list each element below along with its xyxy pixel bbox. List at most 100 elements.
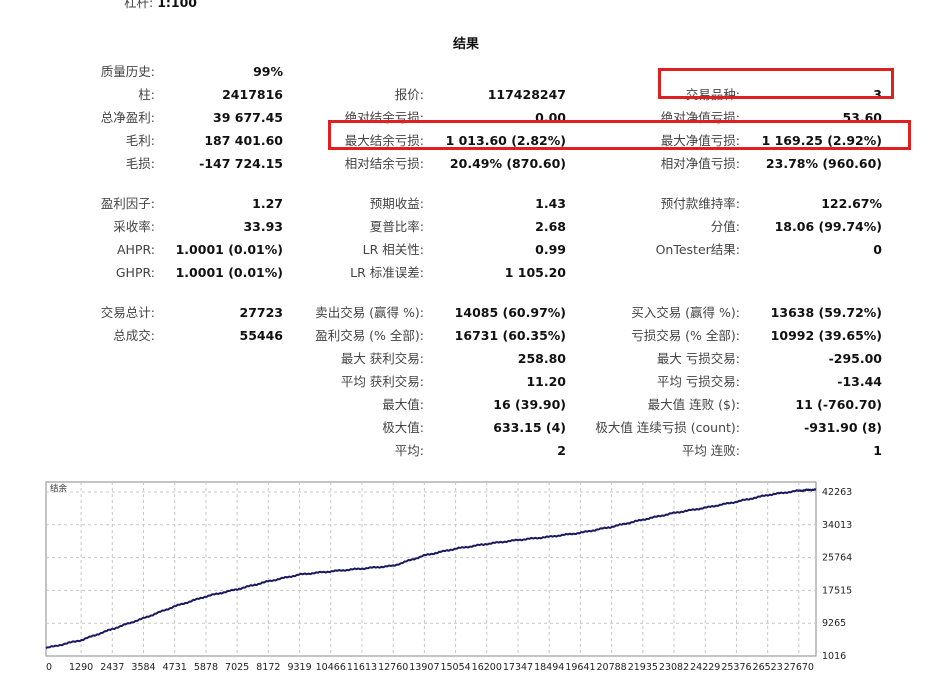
y-tick-label: 9265 [822,618,846,629]
y-tick-label: 17515 [822,585,852,596]
y-tick-label: 42263 [822,487,852,498]
x-tick-label: 20788 [596,662,626,673]
highlight-box-max-drawdown [328,120,911,150]
col2-value-5: 2.68 [535,219,566,234]
col3-value-3: 23.78% (960.60) [765,156,882,171]
x-tick-label: 23082 [659,662,689,673]
col3-label-7: 买入交易 (赢得 %): [631,305,740,320]
col3-value-10: -13.44 [837,374,882,389]
col2-label-13: 极大值: [382,420,424,435]
leverage-value: 1:100 [157,0,197,10]
col3-label-9: 最大 亏损交易: [656,351,740,366]
leverage-row-cut: 杠杆: 1:100 [124,0,197,11]
col3-value-5: 18.06 (99.74%) [774,219,882,234]
x-tick-label: 4731 [163,662,187,673]
x-tick-label: 16200 [472,662,502,673]
col1-value-5: 1.27 [252,196,283,211]
col1-value-8: 1.0001 (0.01%) [175,265,283,280]
x-tick-label: 5878 [194,662,218,673]
balance-chart: 0 1290 2437 3584 4731 5878 7025 8172 9319 10466 11… [0,470,932,694]
x-tick-label: 1290 [69,662,93,673]
col3-value-2: 1 169.25 (2.92%) [761,133,882,148]
col3-value-8: 10992 (39.65%) [770,328,882,343]
col2-label-7: LR 标准误差: [350,265,424,280]
x-tick-label: 13907 [409,662,439,673]
col2-value-9: 16731 (60.35%) [454,328,566,343]
col3-value-4: 122.67% [821,196,882,211]
col1-label-7: AHPR: [116,242,155,257]
x-tick-label: 19641 [565,662,595,673]
col2-label-4: 预期收益: [369,196,424,211]
col1-label-10: 总成交: [113,328,155,343]
col2-label-10: 最大 获利交易: [340,351,424,366]
col1-value-0: 99% [253,64,283,79]
col3-value-6: 0 [873,242,882,257]
col1-label-6: 采收率: [113,219,155,234]
balance-chart-svg: 0 1290 2437 3584 4731 5878 7025 8172 9319 10466 11… [45,481,852,673]
col3-value-13: 1 [873,443,882,458]
leverage-label: 杠杆: [124,0,154,10]
col2-value-3: 20.49% (870.60) [449,156,566,171]
col1-label-9: 交易总计: [100,305,155,320]
col1-value-2: 39 677.45 [213,110,283,125]
col1-label-2: 总净盈利: [100,110,155,125]
x-tick-label: 8172 [256,662,280,673]
col2-value-8: 14085 (60.97%) [454,305,566,320]
col1-value-7: 1.0001 (0.01%) [175,242,283,257]
col2-label-3: 相对结余亏损: [344,156,424,171]
col2-label-12: 最大值: [382,397,424,412]
col3-value-9: -295.00 [828,351,882,366]
col2-value-14: 2 [557,443,566,458]
col2-label-5: 夏普比率: [369,219,424,234]
col1-value-3: 187 401.60 [204,133,283,148]
col1-label-3: 毛利: [125,133,155,148]
col1-value-6: 33.93 [243,219,283,234]
chart-title: 结余 [50,483,68,494]
col2-label-6: LR 相关性: [362,242,424,257]
x-tick-label: 10466 [316,662,346,673]
col2-value-11: 11.20 [526,374,566,389]
x-tick-label: 9319 [287,662,311,673]
col2-value-2: 1 013.60 (2.82%) [445,133,566,148]
col1-value-4: -147 724.15 [199,156,283,171]
col3-label-13: 平均 连败: [681,443,740,458]
col3-label-12: 极大值 连续亏损 (count): [595,420,740,435]
col2-label-2: 最大结余亏损: [344,133,424,148]
x-tick-label: 24229 [690,662,720,673]
x-tick-label: 25376 [721,662,751,673]
highlight-box-symbols [658,68,894,99]
y-tick-label: 1016 [822,651,846,662]
col3-label-3: 相对净值亏损: [660,156,740,171]
col1-value-10: 55446 [239,328,284,343]
x-tick-label: 12760 [378,662,408,673]
col2-label-11: 平均 获利交易: [340,374,424,389]
col1-label-5: 盈利因子: [100,196,155,211]
col2-value-10: 258.80 [517,351,566,366]
col1-label-0: 质量历史: [100,64,155,79]
col1-value-1: 2417816 [222,87,283,102]
x-tick-label: 17347 [503,662,533,673]
col1-label-8: GHPR: [115,265,155,280]
y-tick-label: 25764 [822,553,852,564]
x-tick-label: 7025 [225,662,249,673]
col3-label-11: 最大值 连败 ($): [647,397,740,412]
x-tick-label: 27670 [784,662,814,673]
col2-value-4: 1.43 [535,196,566,211]
col3-value-11: 11 (-760.70) [795,397,882,412]
col2-label-14: 平均: [394,443,424,458]
col1-label-4: 毛损: [125,156,155,171]
col3-label-4: 预付款维持率: [660,196,740,211]
x-tick-label: 21935 [628,662,658,673]
x-tick-label: 11613 [347,662,377,673]
y-tick-label: 34013 [822,520,852,531]
col1-label-1: 柱: [138,87,155,102]
col2-value-6: 0.99 [535,242,566,257]
x-tick-label: 3584 [131,662,155,673]
balance-series-line [45,488,817,649]
col2-value-0: 117428247 [487,87,566,102]
col2-value-7: 1 105.20 [504,265,566,280]
col1-value-9: 27723 [239,305,284,320]
col3-label-5: 分值: [710,219,740,234]
results-title: 结果 [452,37,479,52]
col2-label-0: 报价: [394,87,424,102]
